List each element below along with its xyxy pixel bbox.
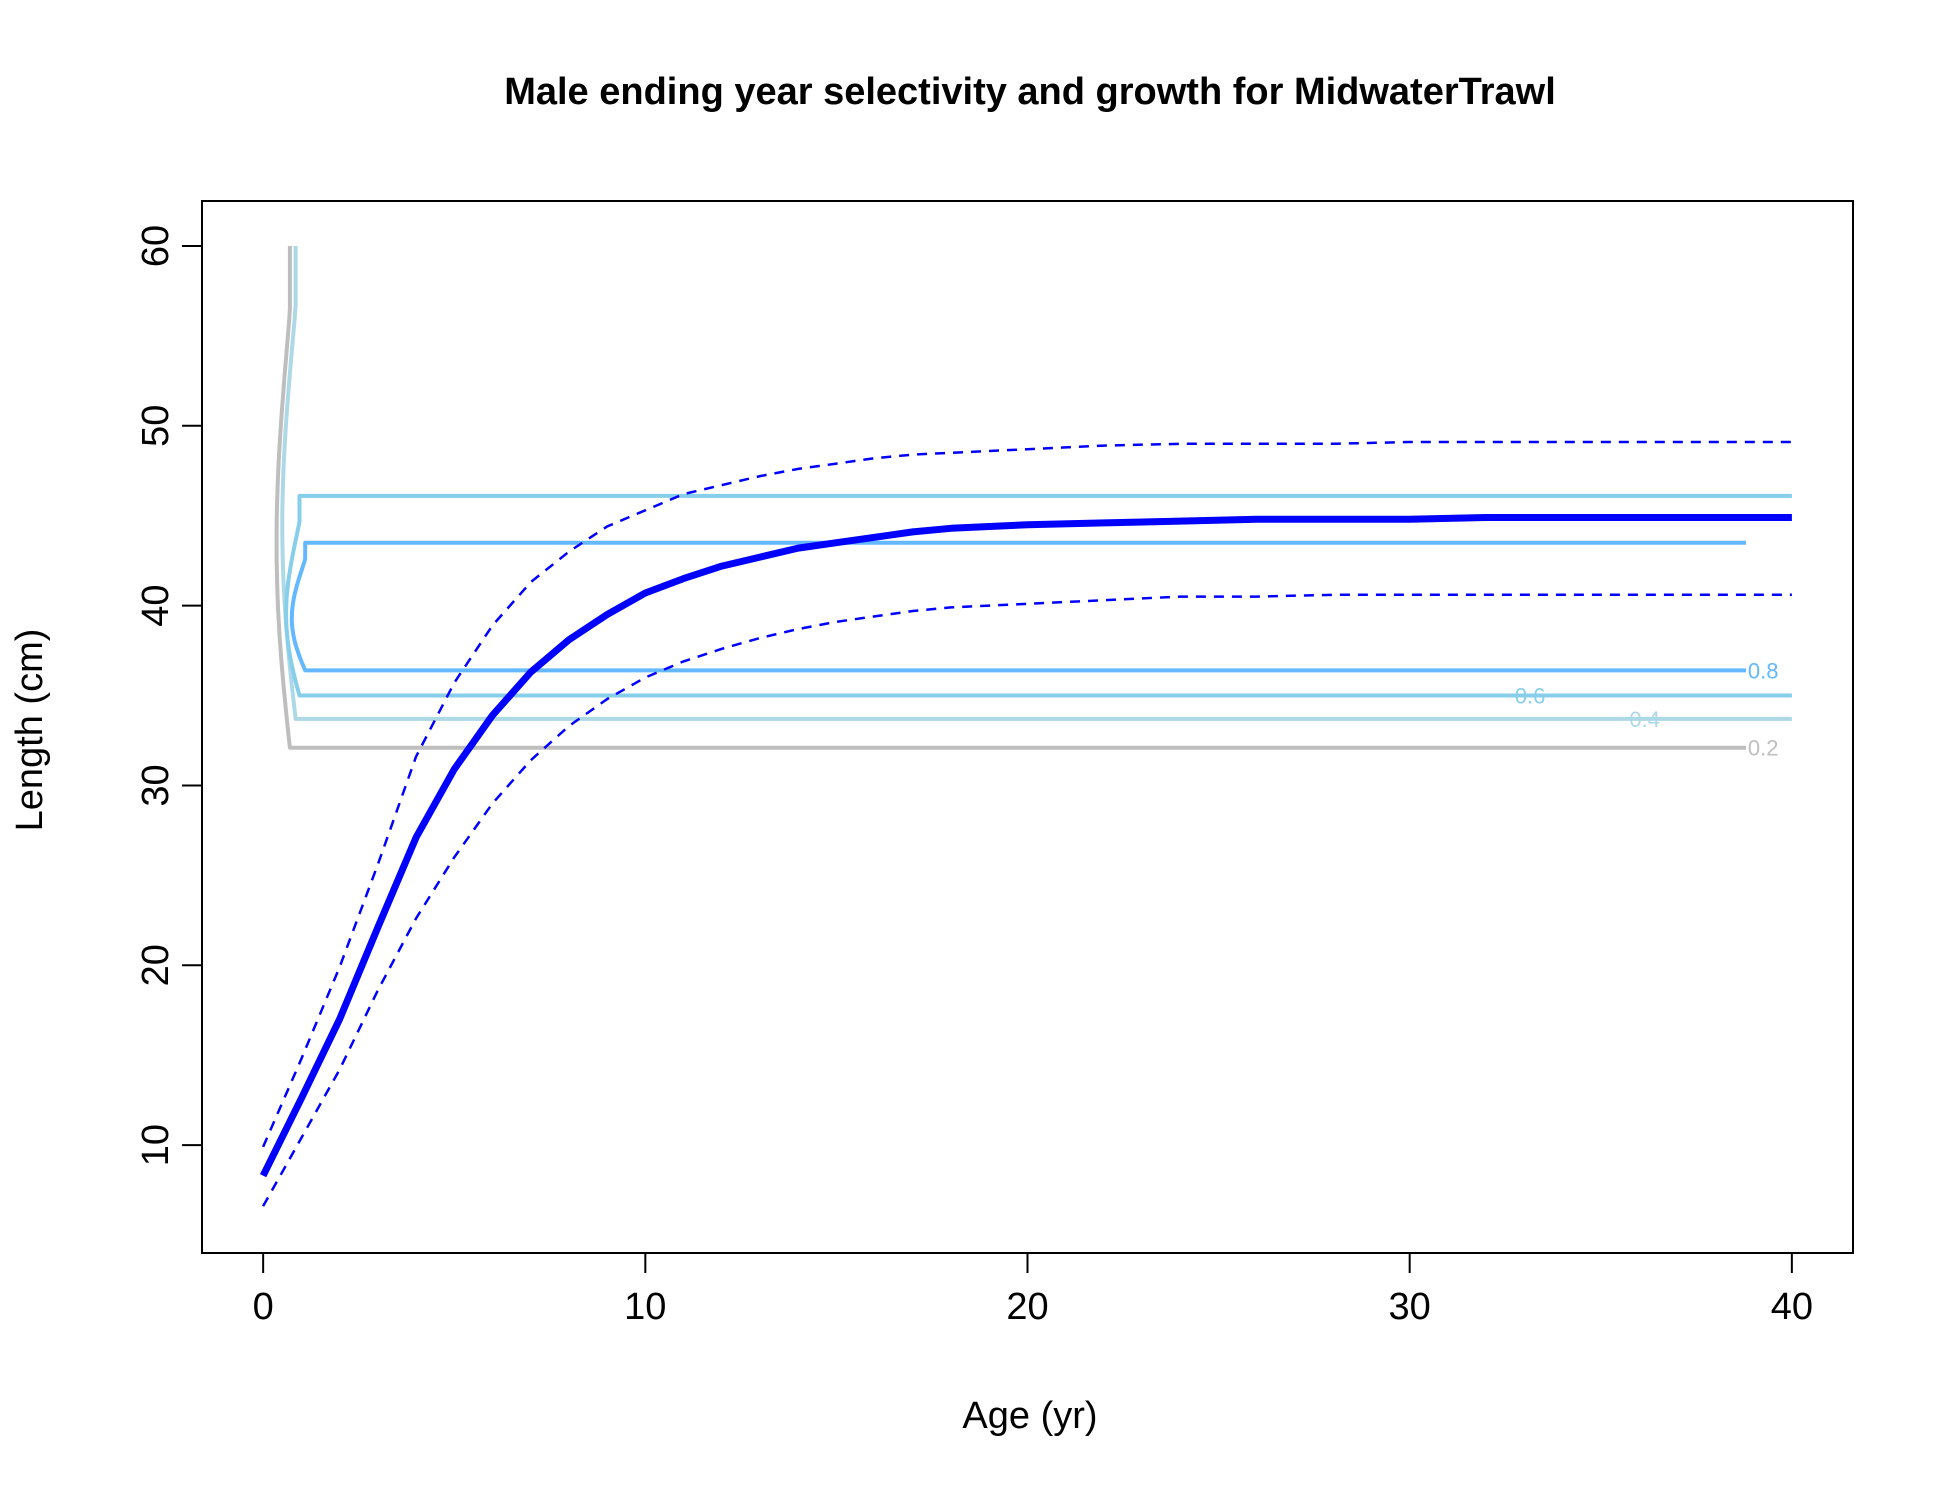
x-tick-label: 20 [1006, 1286, 1048, 1328]
growth-mean-line [259, 514, 1792, 1178]
x-tick-label: 40 [1771, 1286, 1813, 1328]
contour-label-0.8: 0.8 [1748, 658, 1779, 683]
plot-area: 0.2 0.4 0.6 0.8 0 10 20 30 40 10 20 30 40 50 60 [135, 225, 1813, 1328]
y-tick-label: 40 [135, 584, 177, 626]
y-tick-label: 60 [135, 225, 177, 267]
growth-lower-interval-line [262, 593, 1792, 1207]
x-axis-label: Age (yr) [962, 1395, 1097, 1437]
contour-label-0.6: 0.6 [1515, 684, 1546, 709]
chart-title: Male ending year selectivity and growth … [504, 71, 1556, 113]
y-tick-label: 10 [135, 1124, 177, 1166]
y-tick-label: 50 [135, 405, 177, 447]
selectivity-contour-0.8 [289, 540, 1746, 673]
y-tick-label: 30 [135, 764, 177, 806]
x-tick-label: 0 [253, 1286, 274, 1328]
selectivity-contour-0.2 [274, 246, 1746, 750]
plot-frame [201, 200, 1854, 1254]
contour-label-0.2: 0.2 [1748, 736, 1779, 761]
y-axis-label: Length (cm) [9, 629, 51, 832]
x-tick-label: 30 [1389, 1286, 1431, 1328]
y-tick-label: 20 [135, 944, 177, 986]
x-tick-label: 10 [624, 1286, 666, 1328]
selectivity-contour-0.6 [284, 493, 1792, 698]
growth-upper-interval-line [261, 440, 1792, 1148]
contour-label-0.4: 0.4 [1629, 707, 1660, 732]
